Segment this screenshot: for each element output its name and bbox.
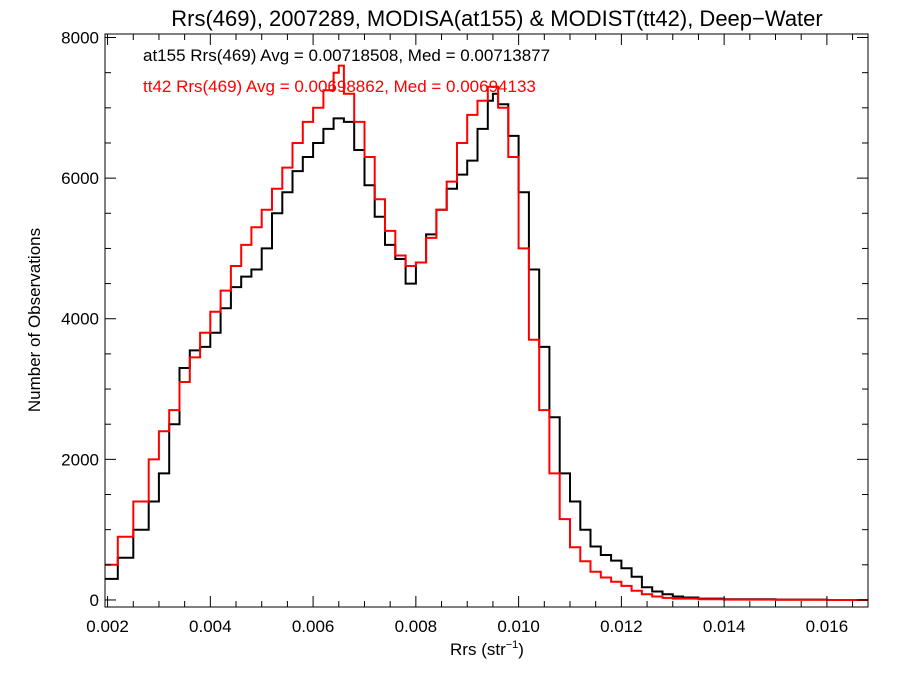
series-line-0 <box>105 92 868 601</box>
x-tick-label: 0.002 <box>86 617 129 636</box>
x-tick-label: 0.004 <box>189 617 232 636</box>
y-tick-label: 0 <box>90 591 99 610</box>
y-tick-label: 8000 <box>61 29 99 48</box>
annotation-tt42: tt42 Rrs(469) Avg = 0.00698862, Med = 0.… <box>143 77 536 96</box>
plot-frame <box>104 33 869 608</box>
y-tick-label: 6000 <box>61 169 99 188</box>
x-tick-label: 0.016 <box>806 617 849 636</box>
x-axis-label: Rrs (str−1) <box>450 639 524 659</box>
y-tick-label: 2000 <box>61 450 99 469</box>
y-tick-label: 4000 <box>61 310 99 329</box>
axis-ticks: 0.002 0.004 0.006 0.008 0.010 0.012 0.014 0.016… <box>61 29 868 636</box>
series-line-1 <box>105 64 868 601</box>
x-tick-label: 0.008 <box>395 617 438 636</box>
annotation-at155: at155 Rrs(469) Avg = 0.00718508, Med = 0… <box>143 46 550 65</box>
x-tick-label: 0.012 <box>600 617 643 636</box>
y-axis-label: Number of Observations <box>25 228 44 412</box>
chart-title: Rrs(469), 2007289, MODISA(at155) & MODIS… <box>171 6 822 31</box>
x-tick-label: 0.014 <box>703 617 746 636</box>
x-tick-label: 0.010 <box>497 617 540 636</box>
svg-text:Number of Observations: Number of Observations <box>25 228 44 412</box>
series-layer <box>105 64 868 601</box>
x-tick-label: 0.006 <box>292 617 335 636</box>
